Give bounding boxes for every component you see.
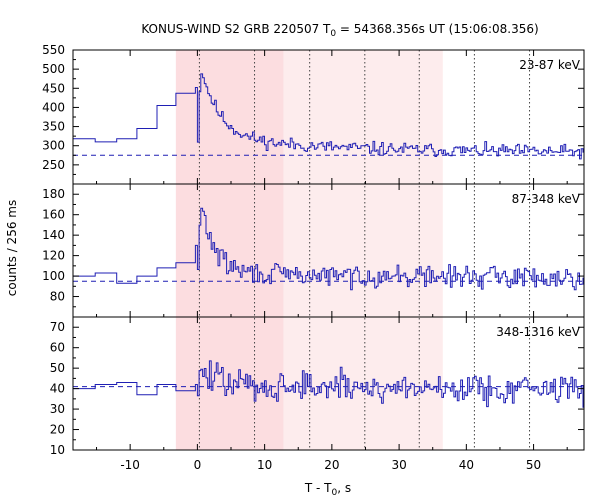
y-axis-title: counts / 256 ms [5, 200, 19, 296]
y-tick-label: 40 [50, 382, 65, 396]
energy-band-label: 87-348 keV [512, 192, 581, 206]
y-tick-label: 80 [50, 290, 65, 304]
y-tick-label: 100 [42, 269, 65, 283]
energy-band-label: 23-87 keV [519, 58, 581, 72]
y-tick-label: 300 [42, 139, 65, 153]
y-tick-label: 550 [42, 43, 65, 57]
y-tick-label: 250 [42, 158, 65, 172]
x-tick-label: 40 [459, 458, 474, 472]
lightcurve-series [73, 207, 584, 291]
x-tick-label: 50 [526, 458, 541, 472]
x-tick-label: 10 [257, 458, 272, 472]
x-tick-label: 30 [391, 458, 406, 472]
x-tick-label: 20 [324, 458, 339, 472]
x-tick-label: 0 [194, 458, 202, 472]
y-tick-label: 400 [42, 100, 65, 114]
energy-band-label: 348-1316 keV [496, 325, 580, 339]
panel-frame [72, 316, 585, 451]
y-tick-label: 70 [50, 320, 65, 334]
lightcurve-series [73, 73, 584, 160]
y-tick-label: 350 [42, 120, 65, 134]
y-tick-label: 180 [42, 187, 65, 201]
panel-1: 80 100 120 140 160 180 87-348 keV [42, 183, 585, 318]
panel-2: 10 20 30 40 50 60 70 348-1316 keV [50, 316, 585, 457]
y-tick-label: 450 [42, 81, 65, 95]
x-axis-title: T - T0, s [304, 481, 351, 498]
y-tick-label: 30 [50, 402, 65, 416]
y-tick-label: 160 [42, 208, 65, 222]
y-tick-label: 60 [50, 341, 65, 355]
y-tick-label: 120 [42, 249, 65, 263]
y-tick-label: 50 [50, 361, 65, 375]
x-tick-label: -10 [120, 458, 140, 472]
y-tick-label: 20 [50, 423, 65, 437]
lightcurve-series [73, 360, 584, 408]
y-tick-label: 500 [42, 62, 65, 76]
y-tick-label: 140 [42, 228, 65, 242]
shaded-interval-0 [175, 50, 284, 450]
chart-title: KONUS-WIND S2 GRB 220507 T0 = 54368.356s… [141, 22, 538, 39]
y-tick-label: 10 [50, 443, 65, 457]
